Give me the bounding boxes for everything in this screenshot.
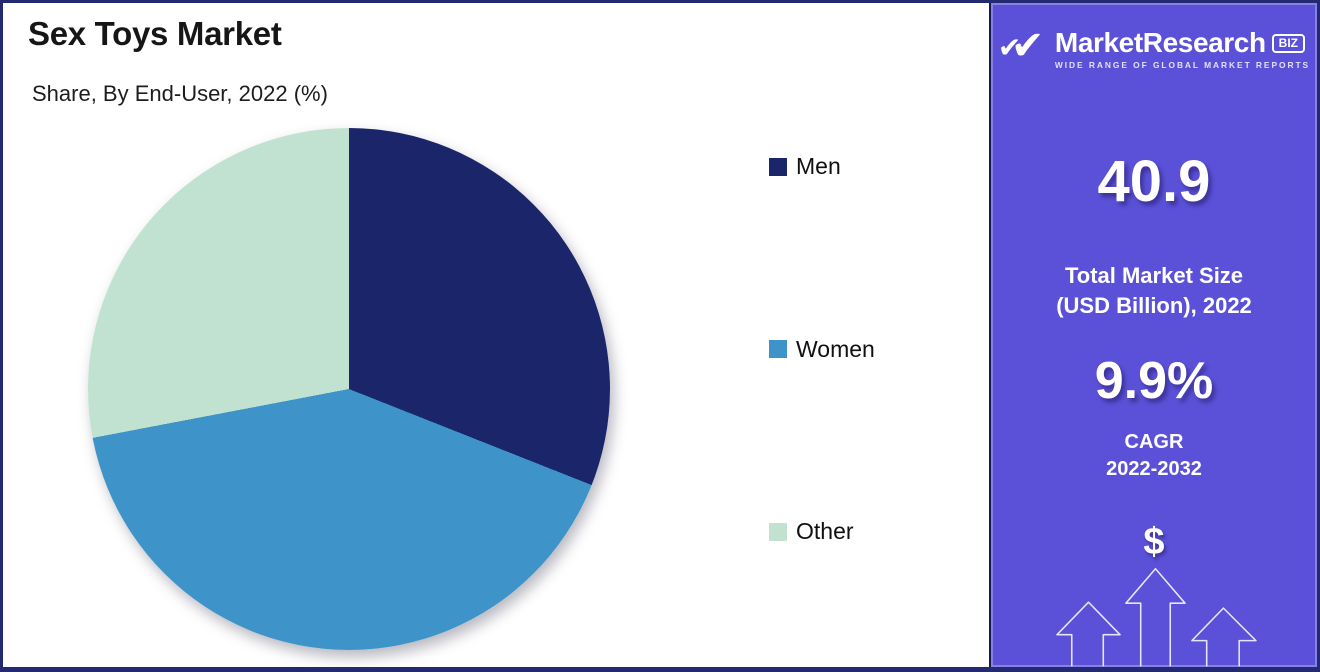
- legend-label-women: Women: [796, 335, 875, 362]
- dollar-icon: $: [1143, 521, 1165, 563]
- brand-panel: ✔ ✔ MarketResearch BIZ WIDE RANGE OF GLO…: [989, 3, 1317, 667]
- market-size-label: Total Market Size (USD Billion), 2022: [991, 261, 1317, 320]
- brand-suffix-badge: BIZ: [1271, 33, 1306, 53]
- legend-item-other: Other: [769, 518, 875, 545]
- legend-swatch-other: [769, 522, 787, 541]
- market-size-label-line1: Total Market Size: [1064, 263, 1244, 288]
- growth-arrows-icon: [1056, 567, 1257, 667]
- brand-name: MarketResearch: [1054, 27, 1266, 58]
- market-size-label-line2: (USD Billion), 2022: [1056, 292, 1252, 318]
- legend-item-women: Women: [769, 336, 875, 363]
- brand-tagline: WIDE RANGE OF GLOBAL MARKET REPORTS: [1054, 60, 1311, 70]
- legend: Men Women Other: [769, 153, 875, 545]
- cagr-value: 9.9%: [1094, 352, 1214, 410]
- cagr-label-line2: 2022-2032: [1106, 458, 1202, 480]
- cagr-label: CAGR 2022-2032: [991, 429, 1317, 483]
- legend-item-men: Men: [769, 153, 875, 180]
- legend-swatch-women: [769, 340, 787, 358]
- chart-subtitle: Share, By End-User, 2022 (%): [32, 81, 328, 106]
- brand-logo: ✔ ✔ MarketResearch BIZ WIDE RANGE OF GLO…: [991, 23, 1317, 75]
- cagr-label-line1: CAGR: [1124, 431, 1184, 453]
- page-title: Sex Toys Market: [28, 15, 282, 52]
- double-check-icon: ✔ ✔: [997, 24, 1045, 68]
- pie-chart: [88, 128, 610, 650]
- legend-label-men: Men: [796, 153, 841, 179]
- legend-label-other: Other: [796, 518, 854, 544]
- legend-swatch-men: [769, 157, 787, 176]
- market-size-value: 40.9: [1097, 149, 1211, 214]
